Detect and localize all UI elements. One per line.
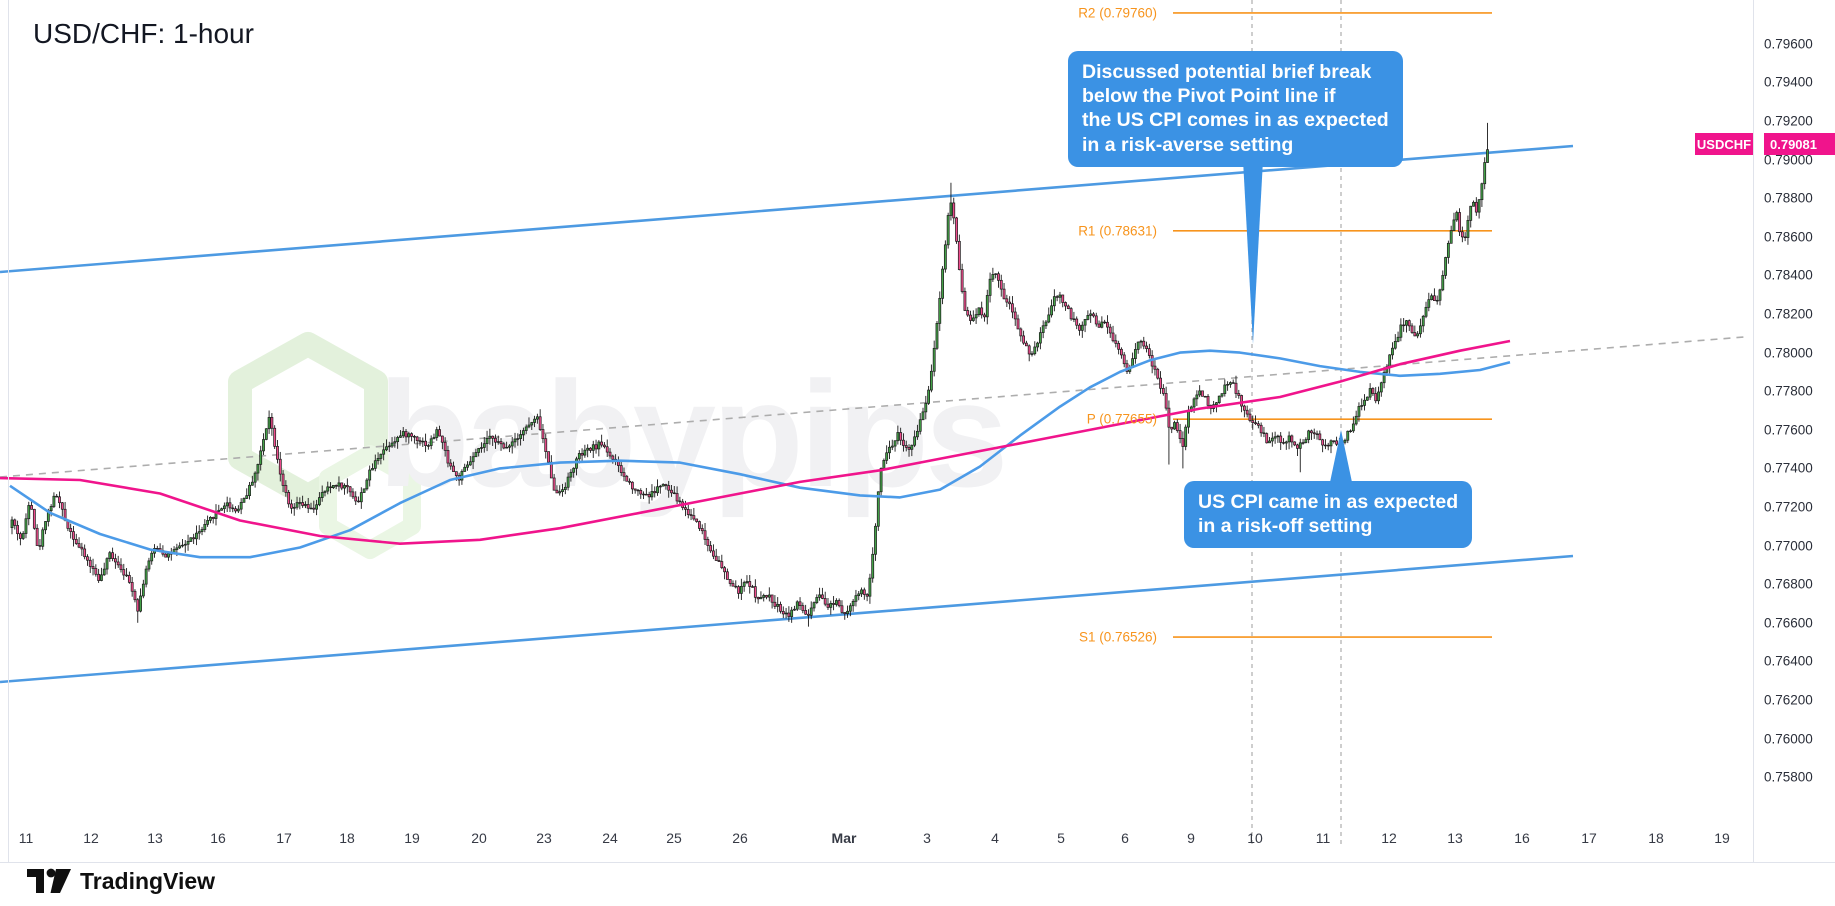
channel-median-line xyxy=(0,336,1745,478)
callout-line: Discussed potential brief break xyxy=(1082,61,1372,83)
callout-line: US CPI came in as expected xyxy=(1198,491,1459,513)
ma-blue-line xyxy=(9,349,1511,559)
callout-line: in a risk-averse setting xyxy=(1082,133,1294,156)
callout-arrow-1 xyxy=(1243,160,1263,344)
callout-pivot-break[interactable]: Discussed potential brief break below th… xyxy=(1068,51,1403,167)
plot-left-border xyxy=(8,0,9,862)
channel-upper-line xyxy=(0,144,1574,274)
price-axis-border[interactable] xyxy=(1753,0,1754,862)
tradingview-logo[interactable]: TradingView xyxy=(26,866,215,896)
callout-line: below the Pivot Point line if xyxy=(1082,85,1336,108)
bottom-border xyxy=(0,862,1835,863)
channel-lower-line xyxy=(0,554,1574,684)
ma-pink-line xyxy=(0,339,1511,545)
callout-us-cpi[interactable]: US CPI came in as expected in a risk-off… xyxy=(1184,481,1473,549)
callout-line: the US CPI comes in as expected xyxy=(1082,109,1389,132)
callout-arrow-2 xyxy=(1329,430,1353,487)
symbol-price-label: USDCHF xyxy=(1695,133,1753,155)
chart-title: USD/CHF: 1-hour xyxy=(33,18,254,49)
tradingview-logo-icon xyxy=(27,868,71,893)
hexagon-logo-icon xyxy=(228,332,421,559)
tradingview-logo-text: TradingView xyxy=(80,867,216,894)
last-price-label: 0.79081 xyxy=(1764,133,1835,155)
callout-line: in a risk-off setting xyxy=(1198,515,1373,538)
candles xyxy=(10,122,1489,627)
